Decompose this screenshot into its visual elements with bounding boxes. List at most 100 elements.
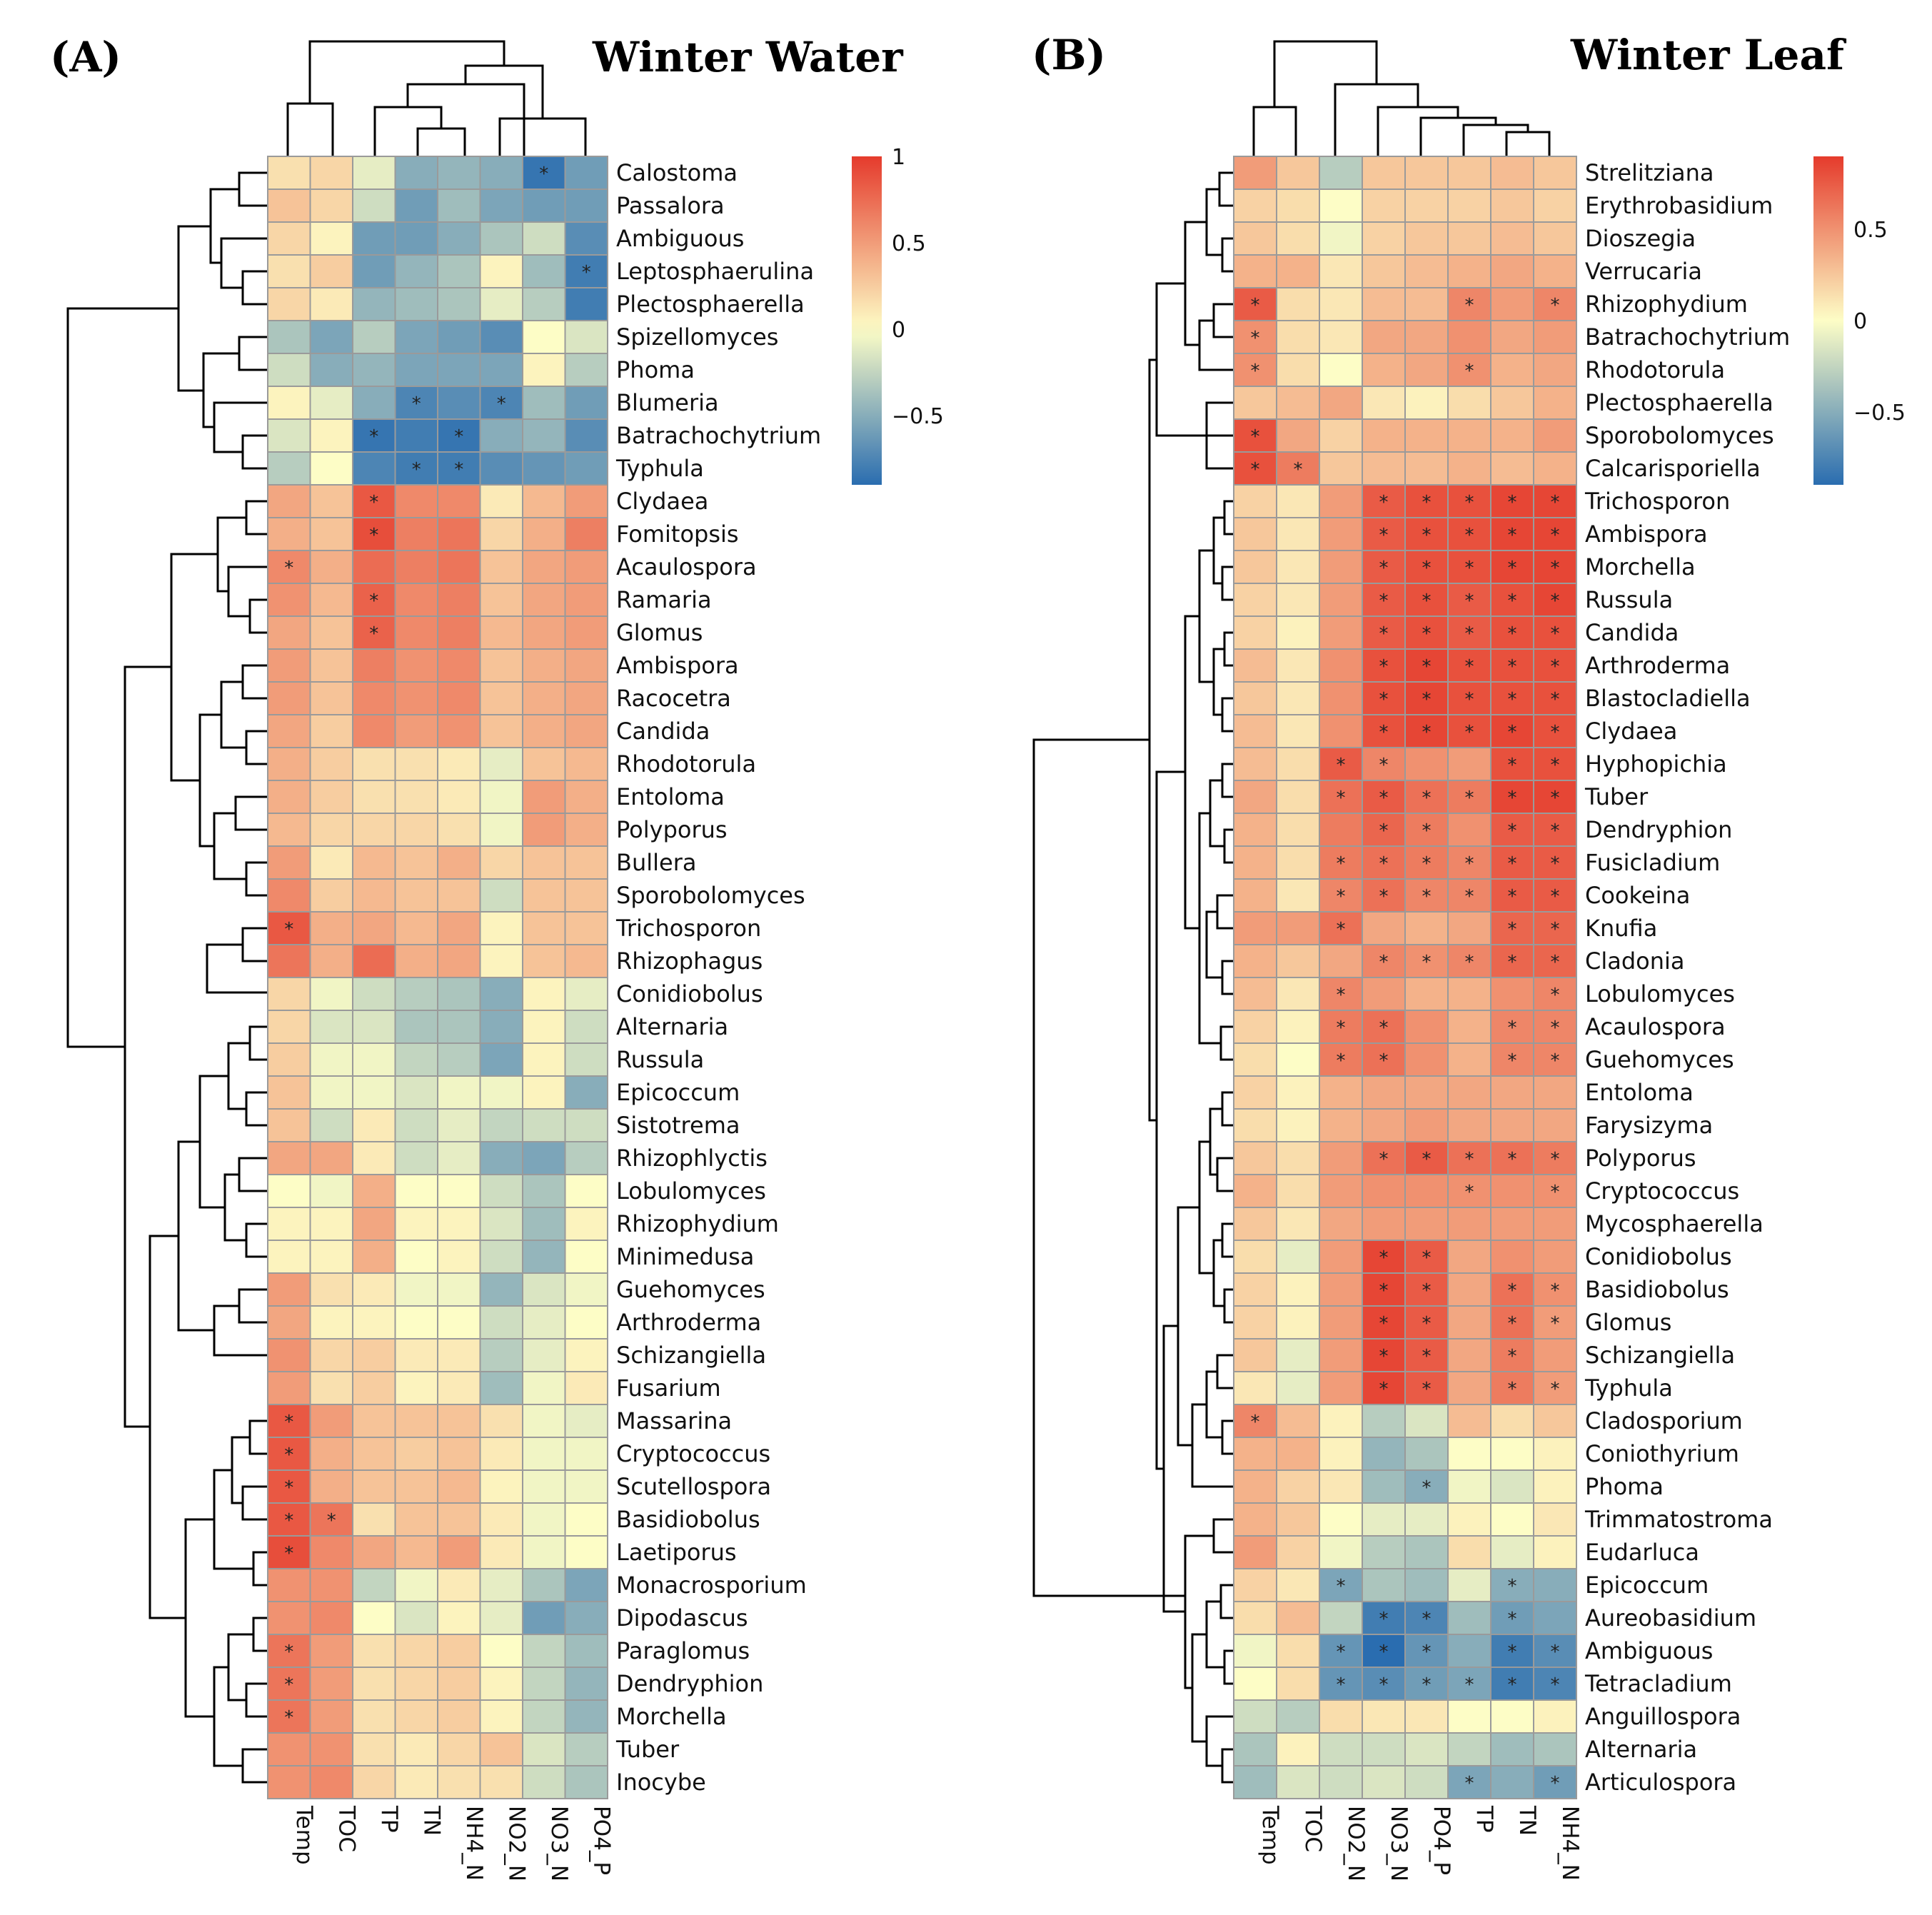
heatmap-cell xyxy=(1447,1502,1491,1537)
significance-marker: * xyxy=(412,459,421,481)
significance-marker: * xyxy=(1379,1017,1389,1039)
heatmap-cell xyxy=(437,1075,481,1110)
heatmap-cell xyxy=(309,1305,353,1340)
significance-marker: * xyxy=(1465,656,1474,678)
heatmap-cell xyxy=(1533,878,1577,913)
heatmap-cell xyxy=(1447,747,1491,781)
heatmap-cell xyxy=(1404,1502,1449,1537)
heatmap-cell xyxy=(309,1075,353,1110)
heatmap-cell xyxy=(352,1469,396,1504)
significance-marker: * xyxy=(369,623,378,645)
heatmap-cell xyxy=(1362,189,1406,223)
heatmap-cell xyxy=(1533,1174,1577,1208)
heatmap-cell xyxy=(1447,813,1491,847)
heatmap-cell xyxy=(1276,615,1320,650)
heatmap-cell xyxy=(564,977,608,1011)
heatmap-cell xyxy=(1233,1207,1277,1241)
heatmap-cell xyxy=(479,1141,523,1175)
heatmap-cell xyxy=(1233,1667,1277,1701)
heatmap-cell xyxy=(1319,1272,1363,1307)
significance-marker: * xyxy=(1379,1149,1389,1170)
column-label: NO3_N xyxy=(546,1806,572,1881)
heatmap-cell xyxy=(1233,583,1277,617)
heatmap-cell xyxy=(1362,1502,1406,1537)
column-label: TN xyxy=(1514,1805,1540,1836)
heatmap-cell xyxy=(394,944,438,978)
heatmap-cell xyxy=(1404,911,1449,945)
panel-a-dendrogram xyxy=(66,40,587,1784)
heatmap-cell xyxy=(1233,714,1277,748)
heatmap-cell xyxy=(1533,583,1577,617)
heatmap-cell xyxy=(1533,1371,1577,1405)
heatmap-cell xyxy=(267,681,311,715)
row-label: Typhula xyxy=(1584,1374,1673,1402)
row-label: Tetracladium xyxy=(1584,1670,1732,1697)
heatmap-cell xyxy=(309,1437,353,1471)
heatmap-cell xyxy=(309,320,353,354)
significance-marker: * xyxy=(1379,1050,1389,1072)
heatmap-cell xyxy=(267,1601,311,1635)
heatmap-cell xyxy=(1533,418,1577,453)
heatmap-cell xyxy=(309,1667,353,1701)
heatmap-cell xyxy=(394,1371,438,1405)
heatmap-cell xyxy=(564,189,608,223)
significance-marker: * xyxy=(1508,623,1517,645)
heatmap-cell xyxy=(1362,1207,1406,1241)
heatmap-cell xyxy=(1490,353,1534,387)
heatmap-cell xyxy=(1533,320,1577,354)
row-label: Paraglomus xyxy=(616,1637,750,1664)
heatmap-cell xyxy=(1447,1371,1491,1405)
significance-marker: * xyxy=(1422,1477,1432,1499)
heatmap-cell xyxy=(437,1469,481,1504)
heatmap-cell xyxy=(1319,287,1363,321)
heatmap-cell xyxy=(1276,1010,1320,1044)
significance-marker: * xyxy=(1379,689,1389,710)
heatmap-cell xyxy=(267,1207,311,1241)
heatmap-cell xyxy=(1362,517,1406,551)
row-label: Lobulomyces xyxy=(616,1177,766,1205)
heatmap-cell xyxy=(1362,156,1406,190)
heatmap-cell xyxy=(1533,1141,1577,1175)
heatmap-cell xyxy=(352,386,396,420)
heatmap-cell xyxy=(352,1699,396,1734)
heatmap-cell xyxy=(267,1042,311,1077)
heatmap-cell xyxy=(394,189,438,223)
heatmap-cell xyxy=(352,1502,396,1537)
heatmap-cell xyxy=(1490,1010,1534,1044)
heatmap-cell xyxy=(1447,1338,1491,1372)
heatmap-cell xyxy=(437,714,481,748)
significance-marker: * xyxy=(1465,1182,1474,1203)
heatmap-cell xyxy=(1362,1240,1406,1274)
significance-marker: * xyxy=(1551,788,1560,809)
heatmap-cell xyxy=(1490,1240,1534,1274)
significance-marker: * xyxy=(1337,755,1346,776)
heatmap-cell xyxy=(522,845,566,880)
heatmap-cell xyxy=(267,780,311,814)
significance-marker: * xyxy=(1551,590,1560,612)
significance-marker: * xyxy=(1379,1313,1389,1335)
row-label: Conidiobolus xyxy=(616,980,763,1007)
heatmap-cell xyxy=(564,681,608,715)
significance-marker: * xyxy=(1551,853,1560,875)
heatmap-cell xyxy=(522,221,566,256)
row-label: Erythrobasidium xyxy=(1585,192,1773,219)
panel-a-color-legend: 1 0.5 0 −0.5 xyxy=(852,145,944,485)
heatmap-cell xyxy=(437,1437,481,1471)
heatmap-cell xyxy=(1490,977,1534,1011)
heatmap-cell xyxy=(1233,1568,1277,1602)
heatmap-cell xyxy=(352,1042,396,1077)
heatmap-cell xyxy=(309,1732,353,1766)
heatmap-cell xyxy=(564,1535,608,1569)
heatmap-cell xyxy=(1276,878,1320,913)
heatmap-cell xyxy=(437,845,481,880)
heatmap-cell xyxy=(1533,156,1577,190)
significance-marker: * xyxy=(284,558,293,579)
heatmap-cell xyxy=(1362,681,1406,715)
heatmap-cell xyxy=(1319,1601,1363,1635)
heatmap-cell xyxy=(1362,1699,1406,1734)
heatmap-cell xyxy=(1233,977,1277,1011)
heatmap-cell xyxy=(1233,1141,1277,1175)
heatmap-cell xyxy=(1404,1075,1449,1110)
significance-marker: * xyxy=(1422,1609,1432,1630)
heatmap-cell xyxy=(479,418,523,453)
